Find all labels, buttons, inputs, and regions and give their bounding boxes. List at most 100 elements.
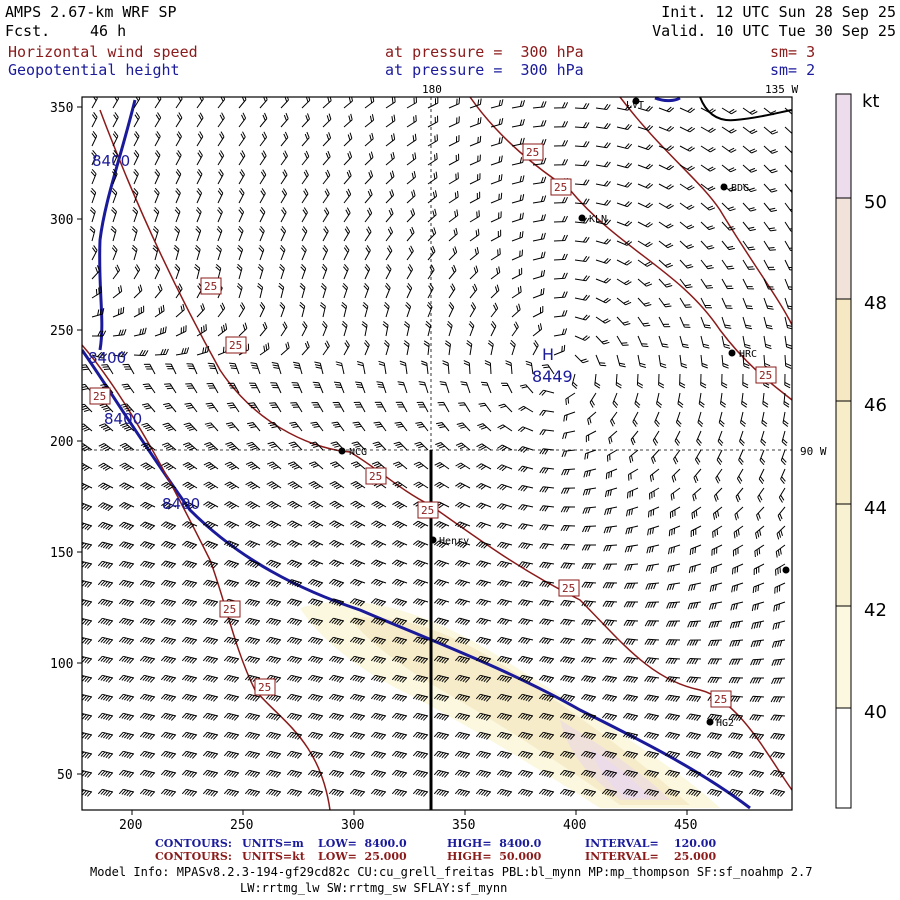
wind-barb — [475, 750, 492, 759]
wind-barb — [770, 732, 786, 741]
wind-barb — [182, 462, 198, 471]
wind-barb — [658, 183, 674, 190]
wind-barb — [687, 620, 702, 628]
wind-barb — [217, 97, 226, 109]
wind-barb — [658, 240, 674, 249]
wind-barb — [152, 225, 159, 242]
wind-barb — [574, 198, 590, 205]
wind-barb — [433, 674, 450, 683]
wind-barb — [308, 520, 324, 529]
wind-barb — [118, 655, 135, 664]
wind-barb — [427, 134, 438, 147]
wind-barb — [475, 541, 492, 549]
wind-barb — [448, 116, 460, 128]
wind-barb — [265, 540, 282, 548]
wind-barb — [490, 211, 502, 223]
wind-barb — [700, 202, 716, 211]
wind-barb — [721, 240, 735, 251]
wind-barb — [153, 187, 160, 204]
wind-barb — [391, 731, 408, 740]
wind-barb — [595, 238, 612, 245]
wind-barb — [721, 202, 736, 212]
wind-barb — [385, 245, 393, 261]
longitude-label-135w: 135 W — [765, 83, 798, 96]
wind-barb — [700, 126, 716, 133]
wind-barb — [286, 788, 303, 797]
wind-barb — [82, 502, 93, 512]
wind-barb — [469, 302, 477, 318]
wind-barb — [728, 677, 744, 684]
wind-barb — [307, 540, 324, 548]
wind-barb — [784, 202, 792, 213]
wind-barb — [111, 244, 118, 261]
wind-barb — [301, 169, 309, 185]
wind-barb — [181, 693, 198, 702]
wind-barb — [496, 731, 513, 740]
wind-barb — [574, 217, 590, 224]
wind-barb — [265, 731, 282, 740]
wind-barb — [385, 133, 396, 147]
wind-barb — [118, 617, 135, 626]
wind-barb — [475, 636, 492, 645]
wind-barb — [311, 402, 324, 413]
wind-barb — [322, 207, 330, 223]
wind-barb — [733, 525, 744, 539]
wind-barb — [403, 321, 410, 337]
wind-barb — [729, 620, 744, 629]
wind-barb — [707, 658, 723, 665]
wind-barb — [286, 731, 303, 740]
wind-barb — [771, 639, 786, 648]
wind-barb — [742, 126, 758, 135]
wind-barb — [780, 468, 786, 485]
wind-barb — [133, 97, 141, 109]
station-label: HRC — [739, 349, 757, 360]
colorbar-tick: 50 — [864, 192, 887, 213]
wind-barb — [82, 731, 93, 740]
wind-barb — [686, 713, 702, 722]
wind-barb — [181, 674, 198, 683]
wind-barb — [448, 190, 459, 204]
wind-barb — [287, 461, 303, 470]
wind-barb — [581, 656, 597, 664]
wind-barb — [370, 712, 387, 721]
wind-barb — [391, 674, 408, 683]
wind-barb — [394, 421, 408, 432]
wind-barb — [259, 112, 268, 128]
wind-barb — [496, 693, 513, 702]
wind-barb — [183, 422, 198, 432]
wind-barb — [574, 122, 590, 129]
wind-barb — [132, 206, 139, 223]
wind-barb — [732, 563, 744, 575]
wind-barb — [475, 674, 492, 683]
wind-barb — [616, 220, 633, 227]
wind-barb — [679, 145, 695, 152]
wind-barb — [361, 321, 368, 337]
wind-barb — [175, 187, 181, 204]
wind-barb — [518, 485, 534, 492]
wind-barb — [736, 468, 744, 484]
wind-barb — [174, 225, 180, 242]
wind-barb — [329, 500, 345, 509]
wind-barb — [602, 656, 618, 664]
wind-barb — [82, 482, 93, 491]
wind-barb — [717, 430, 724, 447]
wind-barb — [205, 402, 219, 413]
wind-barb — [713, 487, 723, 502]
wind-barb — [202, 617, 219, 626]
wind-barb — [658, 106, 675, 113]
wind-barb — [161, 462, 177, 471]
wind-barb — [99, 423, 114, 432]
wind-barb — [750, 639, 765, 648]
contour-info-label: CONTOURS: — [155, 850, 232, 863]
wind-barb — [753, 563, 765, 575]
wind-barb — [637, 297, 652, 307]
wind-barb — [307, 712, 324, 721]
wind-barb — [456, 422, 471, 432]
wind-barb — [455, 462, 471, 470]
wind-barb — [152, 245, 159, 261]
wind-barb — [448, 153, 460, 166]
wind-barb — [770, 696, 786, 703]
wind-barb — [98, 482, 114, 491]
wind-contour-label-box — [558, 579, 580, 597]
wind-barb — [82, 750, 93, 759]
